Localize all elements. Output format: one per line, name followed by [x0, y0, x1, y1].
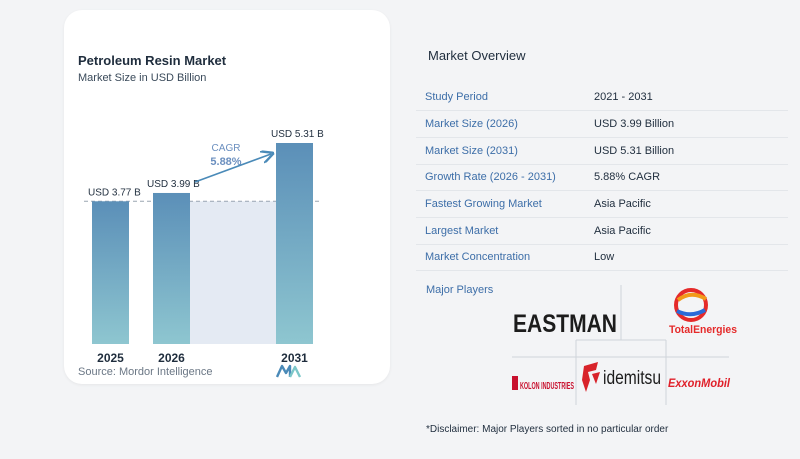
- cagr-label: CAGR: [212, 143, 241, 154]
- value-label-2026: USD 3.99 B: [147, 179, 200, 190]
- source-note: Source: Mordor Intelligence: [78, 366, 213, 378]
- chart-subtitle: Market Size in USD Billion: [78, 72, 207, 84]
- table-row: Growth Rate (2026 - 2031) 5.88% CAGR: [416, 164, 788, 192]
- totalenergies-logo: TotalEnergies: [669, 324, 737, 336]
- row-key: Market Size (2026): [416, 110, 584, 138]
- growth-band: [190, 201, 276, 344]
- table-row: Largest Market Asia Pacific: [416, 217, 788, 245]
- row-key: Growth Rate (2026 - 2031): [416, 164, 584, 192]
- x-tick-2025: 2025: [97, 351, 124, 365]
- row-value: 2021 - 2031: [584, 84, 788, 112]
- table-row: Study Period 2021 - 2031: [416, 84, 788, 112]
- major-players-title: Major Players: [426, 284, 494, 296]
- row-value: Asia Pacific: [584, 217, 788, 245]
- row-value: Low: [584, 244, 788, 272]
- kolon-logo-mark: [512, 376, 518, 390]
- totalenergies-logo-mark: [674, 288, 708, 322]
- kolon-industries-logo: KOLON INDUSTRIES: [520, 381, 574, 392]
- bar-2026: [153, 192, 190, 344]
- value-label-2025: USD 3.77 B: [88, 187, 141, 198]
- row-value: USD 5.31 Billion: [584, 137, 788, 165]
- row-key: Study Period: [416, 84, 584, 112]
- bar-chart: USD 3.77 B USD 3.99 B USD 5.31 B 2025 2026 2…: [84, 129, 324, 365]
- x-tick-2031: 2031: [281, 351, 308, 365]
- table-row: Market Size (2026) USD 3.99 Billion: [416, 110, 788, 138]
- idemitsu-logo-mark: [582, 362, 600, 392]
- overview-table: Study Period 2021 - 2031 Market Size (202…: [416, 84, 788, 272]
- disclaimer: *Disclaimer: Major Players sorted in no …: [426, 424, 669, 435]
- row-value: USD 3.99 Billion: [584, 110, 788, 138]
- overview-title: Market Overview: [428, 48, 526, 63]
- table-row: Fastest Growing Market Asia Pacific: [416, 190, 788, 218]
- chart-title: Petroleum Resin Market: [78, 53, 227, 68]
- row-value: 5.88% CAGR: [584, 164, 788, 192]
- bar-2031: [276, 143, 313, 344]
- exxonmobil-logo: ExxonMobil: [668, 376, 731, 390]
- idemitsu-logo: idemitsu: [603, 368, 661, 389]
- row-key: Largest Market: [416, 217, 584, 245]
- chart-card: Petroleum Resin Market Market Size in US…: [64, 10, 390, 384]
- player-logos: EASTMAN TotalEnergies KOLON INDUSTRIES i…: [512, 285, 737, 405]
- cagr-value: 5.88%: [210, 156, 241, 168]
- row-value: Asia Pacific: [584, 190, 788, 218]
- eastman-logo: EASTMAN: [513, 310, 617, 338]
- table-row: Market Concentration Low: [416, 244, 788, 272]
- bar-2025: [92, 201, 129, 344]
- row-key: Market Size (2031): [416, 137, 584, 165]
- table-row: Market Size (2031) USD 5.31 Billion: [416, 137, 788, 165]
- cagr-arrow: [194, 154, 271, 183]
- market-overview-panel: Market Overview Study Period 2021 - 2031 …: [416, 0, 800, 459]
- row-key: Fastest Growing Market: [416, 190, 584, 218]
- row-key: Market Concentration: [416, 244, 584, 272]
- x-tick-2026: 2026: [158, 351, 185, 365]
- mordor-intelligence-logo: [276, 364, 302, 378]
- value-label-2031: USD 5.31 B: [271, 129, 324, 140]
